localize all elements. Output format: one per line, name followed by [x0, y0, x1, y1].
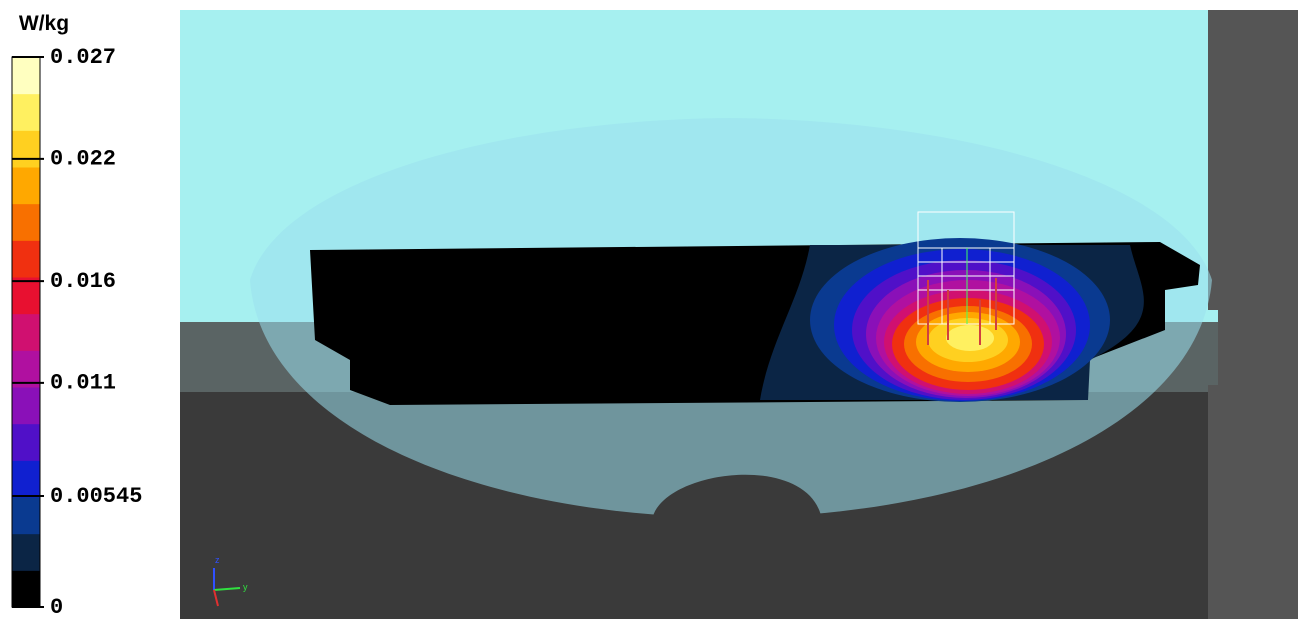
legend-unit: W/kg: [19, 12, 69, 35]
legend: W/kg 0 0.00545 0.011 0.016 0.022 0.027: [11, 12, 142, 619]
color-band: [12, 93, 40, 131]
tick-label: 0: [50, 595, 63, 619]
tick-label: 0.027: [50, 45, 116, 70]
color-band: [12, 277, 40, 315]
sar-hotspot: [760, 238, 1144, 402]
viewport: z y: [180, 10, 1298, 619]
triad-label: y: [243, 582, 248, 592]
color-band: [12, 387, 40, 425]
color-band: [12, 570, 40, 608]
color-band: [12, 497, 40, 535]
color-band: [12, 57, 40, 95]
color-band: [12, 460, 40, 498]
color-band: [12, 203, 40, 241]
axis-triad: z y: [213, 555, 248, 607]
color-band: [12, 313, 40, 351]
color-band: [12, 240, 40, 278]
antenna-wireframe: [917, 211, 1015, 345]
tick-label: 0.00545: [50, 484, 142, 509]
antenna-box: [917, 211, 1015, 325]
tick-label: 0.011: [50, 371, 116, 396]
triad-label: z: [215, 555, 220, 565]
tick-label: 0.016: [50, 269, 116, 294]
color-band: [12, 130, 40, 168]
sar-level: [946, 325, 994, 351]
color-band: [12, 350, 40, 388]
tick-label: 0.022: [50, 147, 116, 172]
triad-x: [213, 589, 219, 607]
right-block: [1208, 10, 1298, 619]
phantom-base: [652, 474, 822, 520]
color-band: [12, 423, 40, 461]
triad-y: [213, 587, 241, 591]
color-band: [12, 167, 40, 205]
color-band: [12, 533, 40, 571]
